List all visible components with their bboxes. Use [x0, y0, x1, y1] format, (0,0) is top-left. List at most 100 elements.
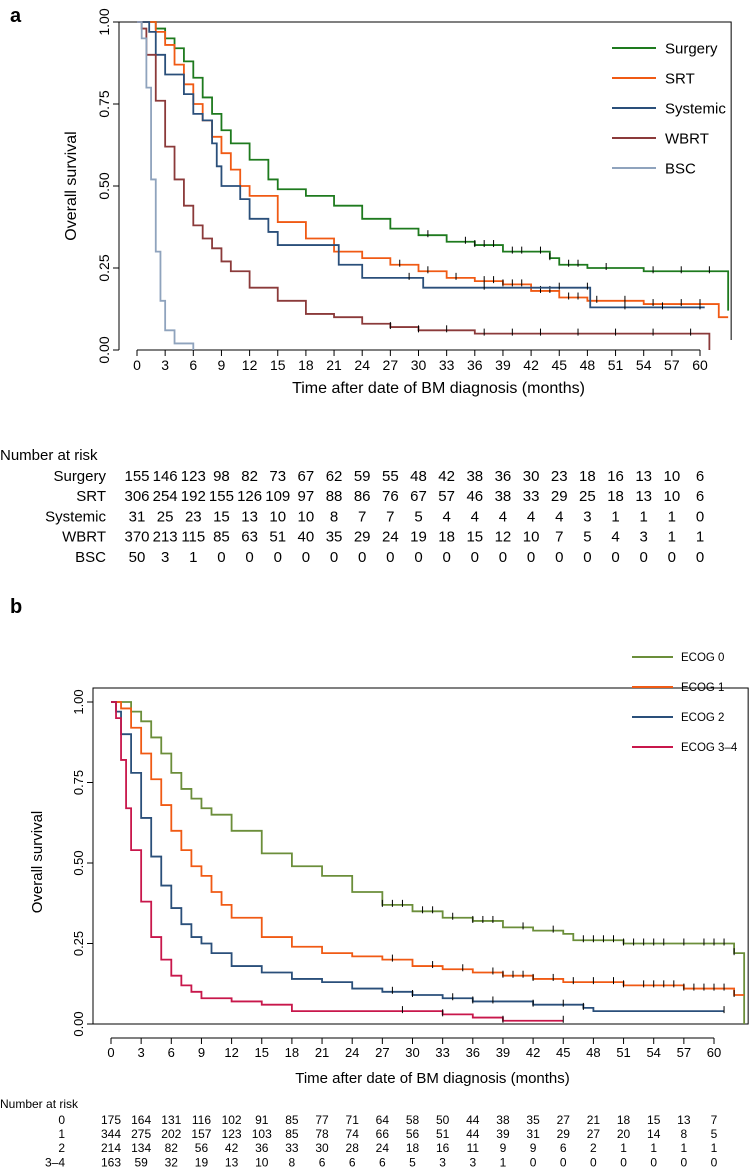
risk-value: 32 — [165, 1155, 179, 1169]
risk-value: 29 — [557, 1127, 571, 1141]
risk-value: 306 — [124, 488, 149, 505]
risk-value: 97 — [298, 488, 315, 505]
x-tick-label: 27 — [375, 1045, 389, 1060]
risk-value: 77 — [315, 1113, 329, 1127]
x-tick-label: 9 — [218, 357, 226, 373]
risk-value: 91 — [255, 1113, 269, 1127]
risk-value: 4 — [442, 508, 450, 525]
risk-value: 0 — [681, 1155, 688, 1169]
risk-value: 21 — [587, 1113, 601, 1127]
y-axis-label: Overall survival — [63, 131, 80, 240]
risk-value: 25 — [157, 508, 174, 525]
risk-value: 29 — [551, 488, 568, 505]
risk-value: 3 — [439, 1155, 446, 1169]
risk-value: 85 — [285, 1127, 299, 1141]
risk-value: 10 — [255, 1155, 269, 1169]
survival-curve — [137, 21, 195, 350]
risk-value: 109 — [265, 488, 290, 505]
x-tick-label: 12 — [224, 1045, 238, 1060]
panel-label: b — [10, 596, 22, 618]
x-axis: 0 3 6 9 12 15 18 21 24 27 30 33 36 39 42 45 48 51 54 57 60 — [133, 349, 708, 373]
risk-value: 344 — [101, 1127, 121, 1141]
survival-curve — [137, 21, 729, 319]
risk-value: 155 — [124, 468, 149, 485]
x-axis-label: Time after date of BM diagnosis (months) — [292, 380, 585, 397]
risk-value: 18 — [579, 468, 596, 485]
legend-entry: ECOG 0 — [681, 652, 724, 664]
x-tick-label: 3 — [161, 357, 169, 373]
risk-row-label: BSC — [75, 549, 106, 566]
risk-value: 27 — [557, 1113, 571, 1127]
y-tick-label: 0.00 — [71, 1011, 86, 1036]
series-wbrt — [137, 21, 711, 350]
risk-value: 115 — [181, 529, 205, 546]
risk-value: 18 — [406, 1141, 420, 1155]
risk-value: 0 — [442, 549, 450, 566]
panel-label: a — [10, 5, 22, 27]
y-axis: 0.00 0.25 0.50 0.75 1.00 — [71, 689, 94, 1037]
risk-value: 370 — [124, 529, 149, 546]
risk-value: 78 — [315, 1127, 329, 1141]
risk-value: 175 — [101, 1113, 121, 1127]
y-tick-label: 1.00 — [96, 8, 112, 35]
risk-value: 82 — [165, 1141, 179, 1155]
risk-value: 0 — [499, 549, 507, 566]
risk-value: 1 — [668, 529, 676, 546]
legend-entry: BSC — [665, 160, 696, 177]
series-surgery — [137, 21, 730, 311]
risk-value: 73 — [269, 468, 286, 485]
risk-row-label: 3–4 — [45, 1155, 65, 1169]
risk-value: 30 — [523, 468, 540, 485]
risk-value: 19 — [195, 1155, 209, 1169]
risk-value: 11 — [467, 1141, 480, 1155]
risk-value: 1 — [650, 1141, 657, 1155]
risk-value: 51 — [269, 529, 286, 546]
risk-value: 0 — [555, 549, 563, 566]
risk-value: 66 — [376, 1127, 390, 1141]
x-tick-label: 54 — [646, 1045, 660, 1060]
x-tick-label: 36 — [467, 357, 483, 373]
risk-value: 27 — [587, 1127, 601, 1141]
risk-value: 51 — [436, 1127, 450, 1141]
risk-value: 0 — [640, 549, 648, 566]
risk-value: 74 — [346, 1127, 360, 1141]
x-tick-label: 24 — [354, 357, 370, 373]
y-tick-label: 0.50 — [96, 172, 112, 199]
risk-value: 4 — [555, 508, 563, 525]
risk-value: 3 — [161, 549, 169, 566]
risk-value: 5 — [711, 1127, 718, 1141]
risk-value: 214 — [101, 1141, 121, 1155]
x-tick-label: 42 — [526, 1045, 540, 1060]
x-tick-label: 39 — [496, 1045, 510, 1060]
risk-value: 44 — [466, 1127, 480, 1141]
risk-value: 33 — [523, 488, 540, 505]
risk-value: 5 — [409, 1155, 416, 1169]
x-tick-label: 30 — [411, 357, 427, 373]
risk-value: 0 — [530, 1155, 537, 1169]
risk-value: 0 — [274, 549, 282, 566]
risk-value: 1 — [611, 508, 619, 525]
risk-value: 42 — [225, 1141, 239, 1155]
risk-value: 20 — [617, 1127, 631, 1141]
risk-value: 1 — [681, 1141, 688, 1155]
risk-value: 24 — [382, 529, 399, 546]
x-tick-label: 48 — [580, 357, 596, 373]
risk-value: 16 — [436, 1141, 450, 1155]
risk-value: 10 — [298, 508, 315, 525]
risk-value: 13 — [635, 488, 652, 505]
risk-value: 50 — [436, 1113, 450, 1127]
x-tick-label: 24 — [345, 1045, 359, 1060]
risk-row-label: 2 — [58, 1141, 65, 1155]
risk-value: 63 — [241, 529, 258, 546]
risk-value: 4 — [527, 508, 535, 525]
risk-value: 36 — [255, 1141, 269, 1155]
legend-entry: ECOG 3–4 — [681, 742, 738, 754]
risk-value: 202 — [161, 1127, 181, 1141]
risk-value: 31 — [129, 508, 146, 525]
risk-value: 15 — [647, 1113, 661, 1127]
risk-value: 5 — [583, 529, 591, 546]
x-tick-label: 9 — [198, 1045, 205, 1060]
x-tick-label: 18 — [285, 1045, 299, 1060]
risk-value: 1 — [711, 1141, 718, 1155]
survival-curve — [111, 701, 725, 1013]
